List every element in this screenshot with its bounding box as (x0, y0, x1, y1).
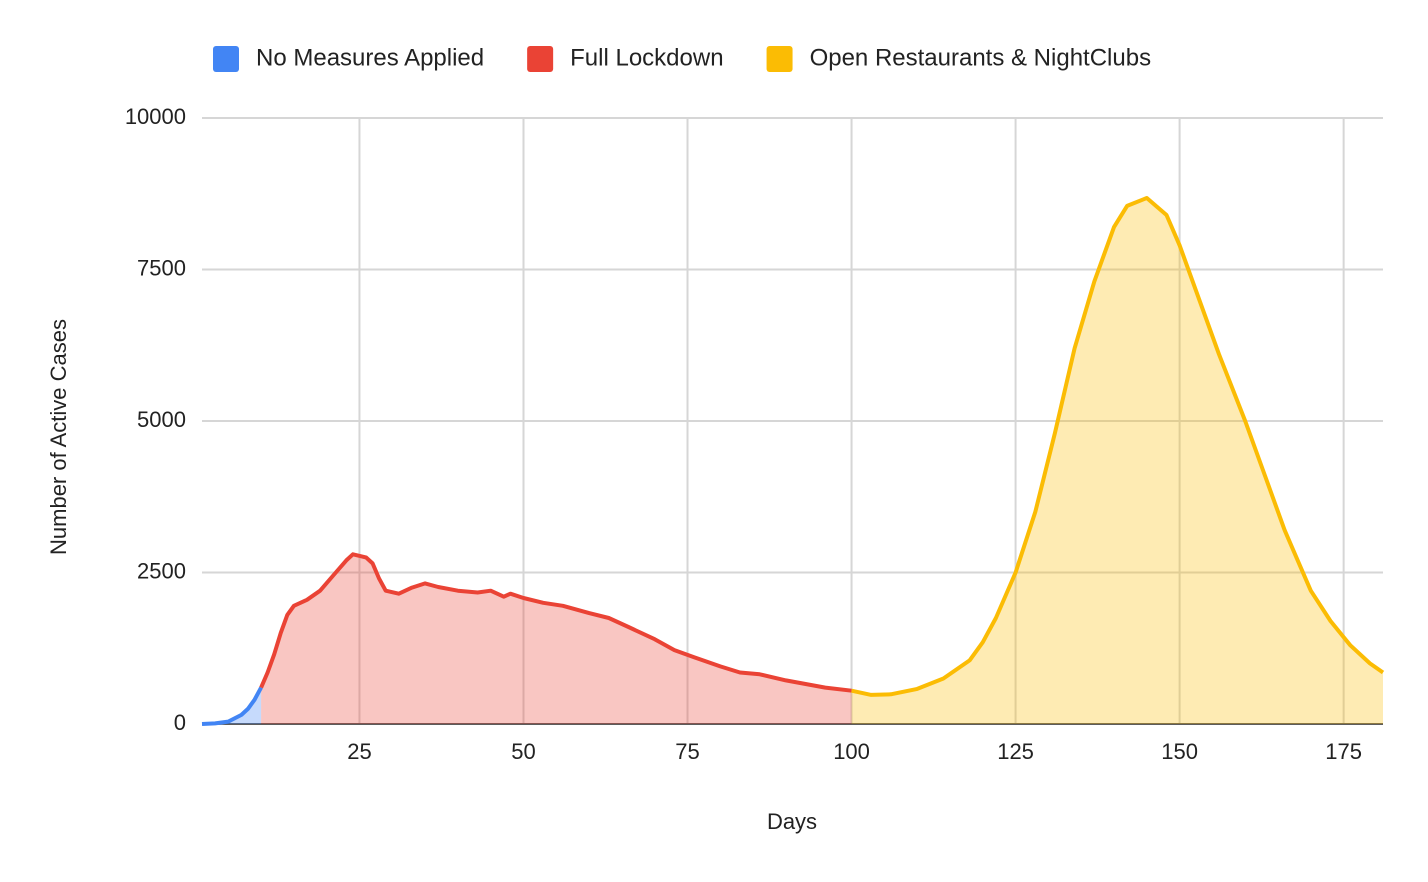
series-line (201, 686, 263, 726)
area-fill (261, 554, 852, 724)
legend-label: Open Restaurants & NightClubs (810, 44, 1152, 71)
y-tick-label: 5000 (137, 407, 186, 432)
series-line (259, 552, 852, 693)
legend: No Measures Applied Full Lockdown Open Res… (213, 44, 1151, 72)
legend-swatch (527, 46, 554, 72)
series-line (851, 196, 1385, 697)
areas (202, 198, 1383, 724)
y-tick-label: 10000 (125, 104, 186, 129)
area-fill (202, 687, 262, 724)
legend-swatch (213, 46, 239, 72)
x-tick-label: 150 (1161, 739, 1198, 764)
x-tick-label: 125 (997, 739, 1034, 764)
legend-label: No Measures Applied (256, 44, 484, 71)
y-axis-label: Number of Active Cases (46, 319, 71, 555)
x-tick-label: 50 (511, 739, 535, 764)
x-tick-label: 75 (675, 739, 699, 764)
y-tick-label: 2500 (137, 558, 186, 583)
x-tick-label: 25 (347, 739, 371, 764)
legend-label: Full Lockdown (570, 44, 723, 71)
legend-swatch (766, 46, 793, 72)
grid (202, 117, 1383, 725)
lines (201, 196, 1385, 726)
y-tick-label: 0 (174, 710, 186, 735)
x-axis-label: Days (767, 809, 817, 834)
area-fill (851, 198, 1383, 724)
y-tick-label: 7500 (137, 255, 186, 280)
labels: Days Number of Active Cases 0 2500 5000 750… (46, 104, 1362, 834)
x-tick-label: 175 (1325, 739, 1362, 764)
x-tick-label: 100 (833, 739, 870, 764)
